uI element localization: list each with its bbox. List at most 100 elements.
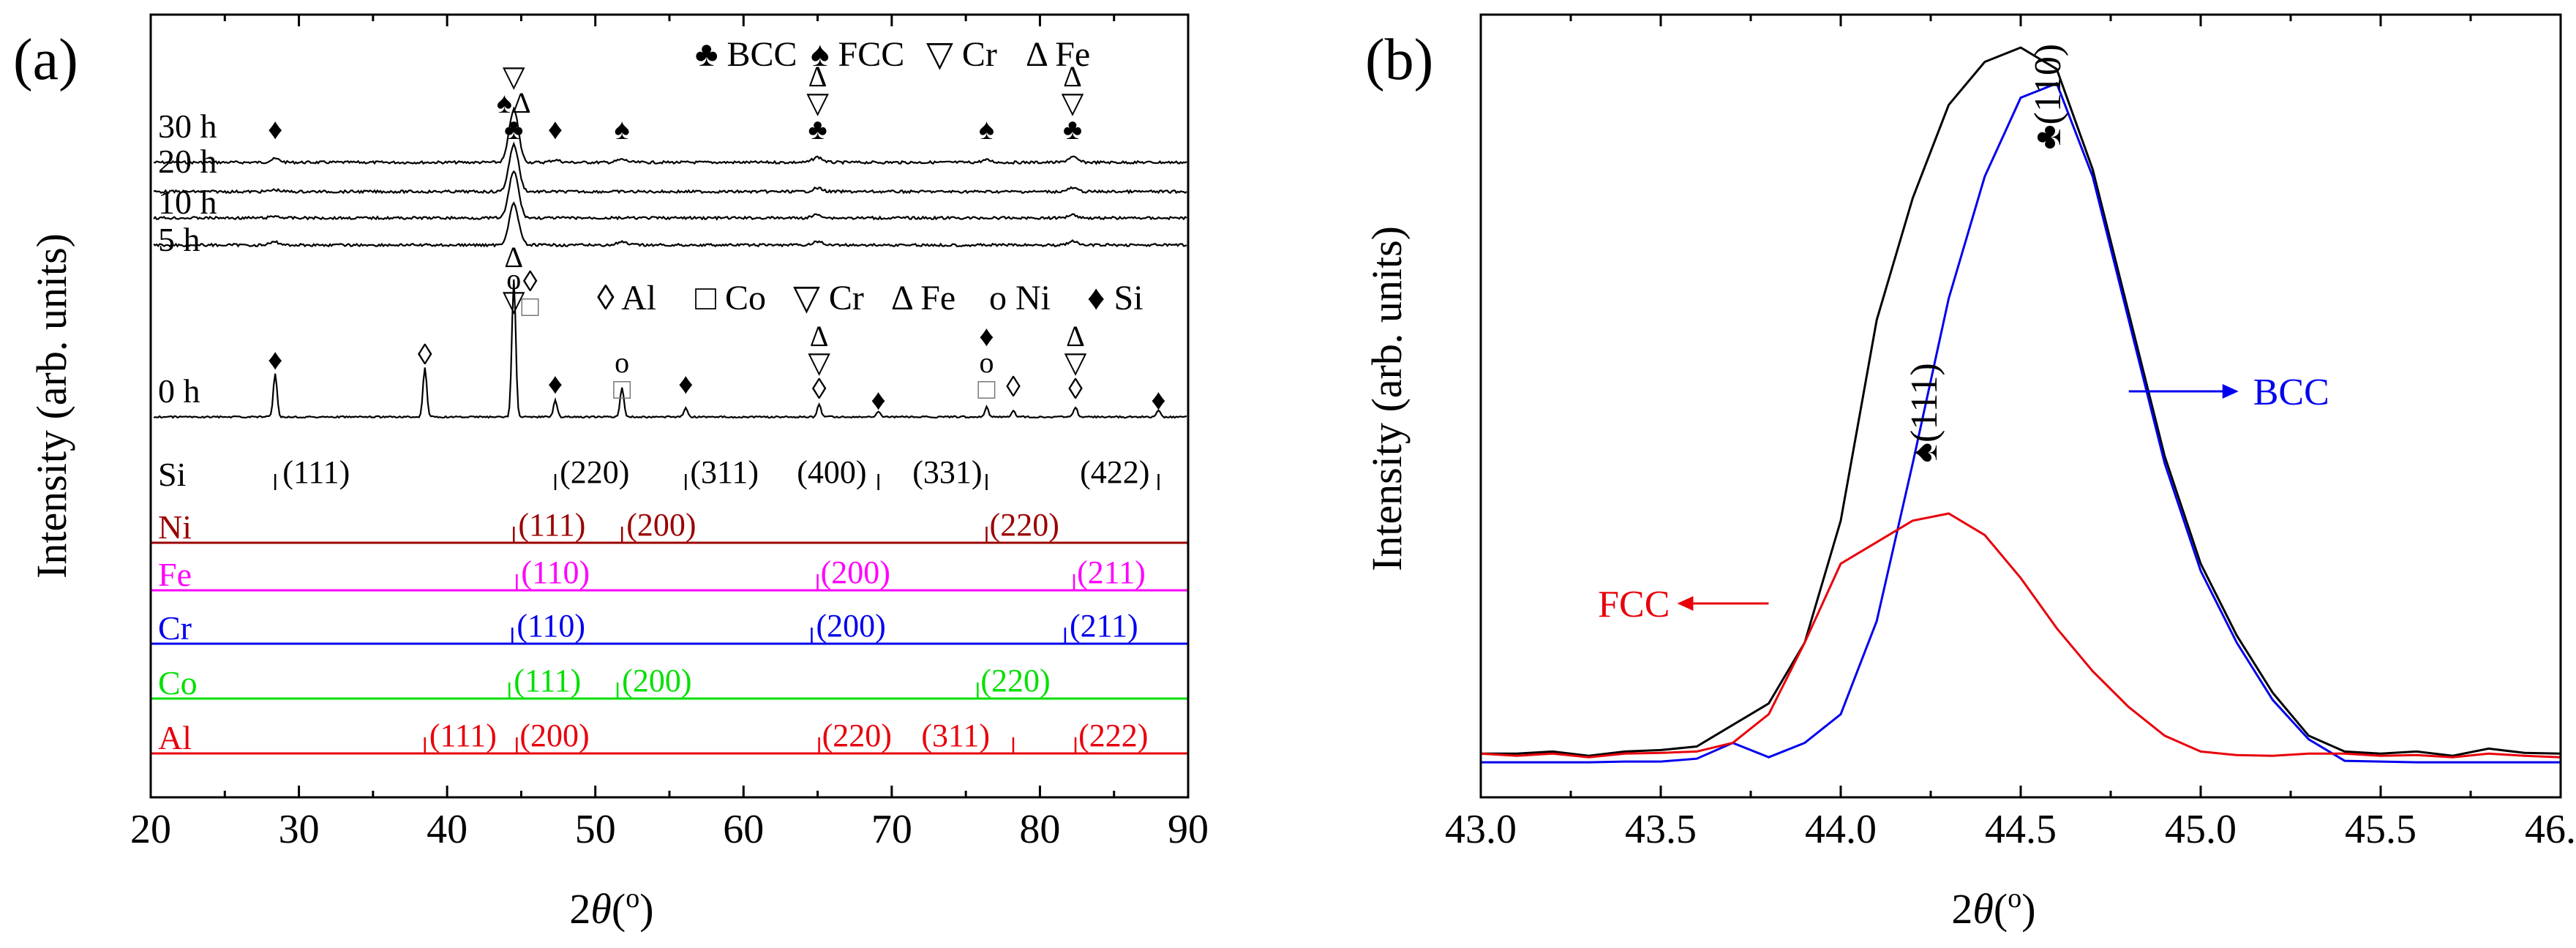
a-peak-marker-0h: ◊ bbox=[418, 338, 432, 371]
xlabel-unit: (o) bbox=[612, 883, 654, 933]
b-annot-110: ♣(110) bbox=[2027, 44, 2069, 150]
a-xtick-label: 70 bbox=[871, 807, 912, 852]
a-legend-raw: ▽ Cr bbox=[793, 279, 864, 317]
b-xtick-label: 45.0 bbox=[2165, 807, 2237, 852]
b-fcc-label: FCC bbox=[1598, 584, 1670, 625]
a-peak-marker-0h: ▽ bbox=[503, 285, 525, 317]
a-pattern-20h bbox=[153, 141, 1187, 195]
a-ref-label: (222) bbox=[1078, 718, 1148, 753]
a-ref-label: (211) bbox=[1070, 608, 1138, 644]
b-xtick-label: 44.0 bbox=[1805, 807, 1877, 852]
b-series-fcc bbox=[1480, 512, 2561, 759]
a-legend-raw: ♦ Si bbox=[1087, 279, 1144, 317]
a-ref-label: (110) bbox=[517, 608, 585, 644]
panel-b-ylabel: Intensity (arb. units) bbox=[1363, 226, 1411, 571]
a-peak-marker-0h: ▽ bbox=[1064, 346, 1087, 379]
a-legend-raw: o Ni bbox=[989, 279, 1051, 317]
a-peak-marker-30h: ▽ bbox=[806, 86, 829, 119]
panel-a-xlabel: 2θ(o) bbox=[569, 883, 653, 933]
panel-b-chart: 43.0 43.5 44.0 44.5 45.0 45.5 46.0 ♣(110) ♠(111)… bbox=[1445, 15, 2576, 852]
a-peak-marker-0h: Δ bbox=[810, 320, 829, 353]
svg-text:2θ(o): 2θ(o) bbox=[569, 883, 653, 933]
a-ref-element-Si: Si bbox=[158, 456, 186, 493]
a-ref-label: (200) bbox=[626, 507, 696, 543]
a-ref-label: (331) bbox=[912, 454, 982, 490]
a-peak-marker-0h: o bbox=[980, 346, 994, 379]
a-peak-marker-0h: Δ bbox=[1066, 320, 1085, 353]
a-legend-milled: Δ Fe bbox=[1026, 35, 1090, 74]
a-ref-label: (111) bbox=[282, 454, 350, 490]
a-series-label: 10 h bbox=[158, 184, 217, 221]
a-ref-label: (220) bbox=[560, 454, 629, 490]
a-xtick-label: 30 bbox=[279, 807, 320, 852]
xlabel-theta: θ bbox=[590, 885, 612, 933]
a-peak-marker-0h: Δ bbox=[504, 241, 523, 274]
a-xtick-label: 40 bbox=[427, 807, 467, 852]
a-legend-raw: □ Co bbox=[695, 279, 766, 317]
xlabel-two: 2 bbox=[569, 885, 590, 933]
a-series-label: 5 h bbox=[158, 221, 200, 258]
a-peak-marker-30h: ♠ bbox=[979, 113, 994, 146]
a-peak-marker-30h: ♠Δ bbox=[497, 86, 531, 119]
a-peak-marker-30h: ♣ bbox=[808, 113, 827, 146]
a-peak-marker-30h: ♠ bbox=[615, 113, 630, 146]
panel-b-xlabel: 2θ(o) bbox=[1951, 883, 2035, 933]
a-legend-raw: Δ Fe bbox=[891, 279, 955, 317]
a-legend-milled: ▽ Cr bbox=[926, 35, 997, 74]
b-bcc-arrow-head bbox=[2222, 384, 2239, 399]
b-series-bcc bbox=[1481, 82, 2561, 764]
a-legend-raw: ◊ Al bbox=[597, 279, 656, 317]
panel-a-frame bbox=[149, 13, 1190, 799]
b-xtick-label: 45.5 bbox=[2345, 807, 2417, 852]
a-ref-element-Fe: Fe bbox=[158, 556, 192, 593]
a-ref-label: (211) bbox=[1077, 554, 1146, 590]
a-series-label: 20 h bbox=[158, 143, 217, 180]
a-ref-element-Ni: Ni bbox=[158, 508, 192, 546]
a-peak-marker-0h: ♦ bbox=[548, 367, 563, 400]
a-peak-marker-0h: ♦ bbox=[871, 383, 885, 416]
a-xtick-label: 20 bbox=[130, 807, 171, 852]
a-xtick-label: 90 bbox=[1168, 807, 1209, 852]
a-peak-marker-0h: ▽ bbox=[808, 346, 830, 379]
a-xtick-label: 60 bbox=[723, 807, 764, 852]
a-legend-milled: ♠ FCC bbox=[811, 35, 904, 74]
a-pattern-5h bbox=[153, 201, 1187, 248]
a-peak-marker-30h: ♣ bbox=[1063, 113, 1082, 146]
a-peak-marker-30h: ▽ bbox=[503, 60, 525, 93]
xlabel-b-theta: θ bbox=[1972, 885, 1994, 933]
b-fcc-arrow-head bbox=[1677, 596, 1694, 611]
a-ref-label: (311) bbox=[690, 454, 759, 490]
a-ref-label: (111) bbox=[514, 663, 581, 699]
panel-a-ylabel: Intensity (arb. units) bbox=[28, 233, 75, 579]
a-ref-label: (400) bbox=[797, 454, 866, 490]
a-ref-element-Co: Co bbox=[158, 664, 198, 701]
a-ref-label: (111) bbox=[429, 718, 497, 753]
a-peak-marker-0h: ◊ bbox=[1006, 370, 1021, 403]
xlabel-b-two: 2 bbox=[1951, 885, 1972, 933]
a-series-label: 30 h bbox=[158, 108, 217, 145]
a-ref-element-Al: Al bbox=[158, 719, 192, 756]
a-peak-marker-30h: ♦ bbox=[268, 113, 282, 146]
a-ref-label: (200) bbox=[622, 663, 691, 699]
a-ref-label: (200) bbox=[519, 718, 589, 753]
a-xtick-label: 50 bbox=[575, 807, 616, 852]
a-series-label: 0 h bbox=[158, 372, 200, 410]
a-peak-marker-0h: ◊ bbox=[523, 265, 538, 298]
a-ref-label: (220) bbox=[822, 718, 892, 753]
a-xtick-label: 80 bbox=[1019, 807, 1060, 852]
a-pattern-10h bbox=[153, 170, 1187, 221]
a-ref-label: (200) bbox=[821, 554, 890, 590]
a-peak-marker-30h: ♣ bbox=[504, 113, 523, 146]
panel-a-chart: 20 30 40 50 60 70 80 90 30 h20 h 10 h5 h 0 h ♣ BCC ♠… bbox=[130, 15, 1209, 852]
a-peak-marker-30h: ♦ bbox=[548, 113, 563, 146]
a-ref-label: (220) bbox=[990, 507, 1059, 543]
a-peak-marker-0h: ◊ bbox=[812, 372, 827, 405]
b-xtick-label: 46.0 bbox=[2525, 807, 2576, 852]
a-peak-marker-0h: □ bbox=[521, 290, 538, 323]
a-peak-marker-0h: ♦ bbox=[979, 320, 994, 353]
a-ref-label: (110) bbox=[521, 554, 590, 590]
panel-a-label: (a) bbox=[13, 28, 78, 92]
a-peak-marker-30h: ▽ bbox=[1062, 86, 1084, 119]
a-pattern-0h bbox=[153, 279, 1187, 419]
